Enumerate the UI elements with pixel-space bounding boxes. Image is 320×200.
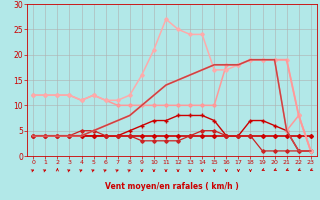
X-axis label: Vent moyen/en rafales ( km/h ): Vent moyen/en rafales ( km/h ) bbox=[105, 182, 239, 191]
